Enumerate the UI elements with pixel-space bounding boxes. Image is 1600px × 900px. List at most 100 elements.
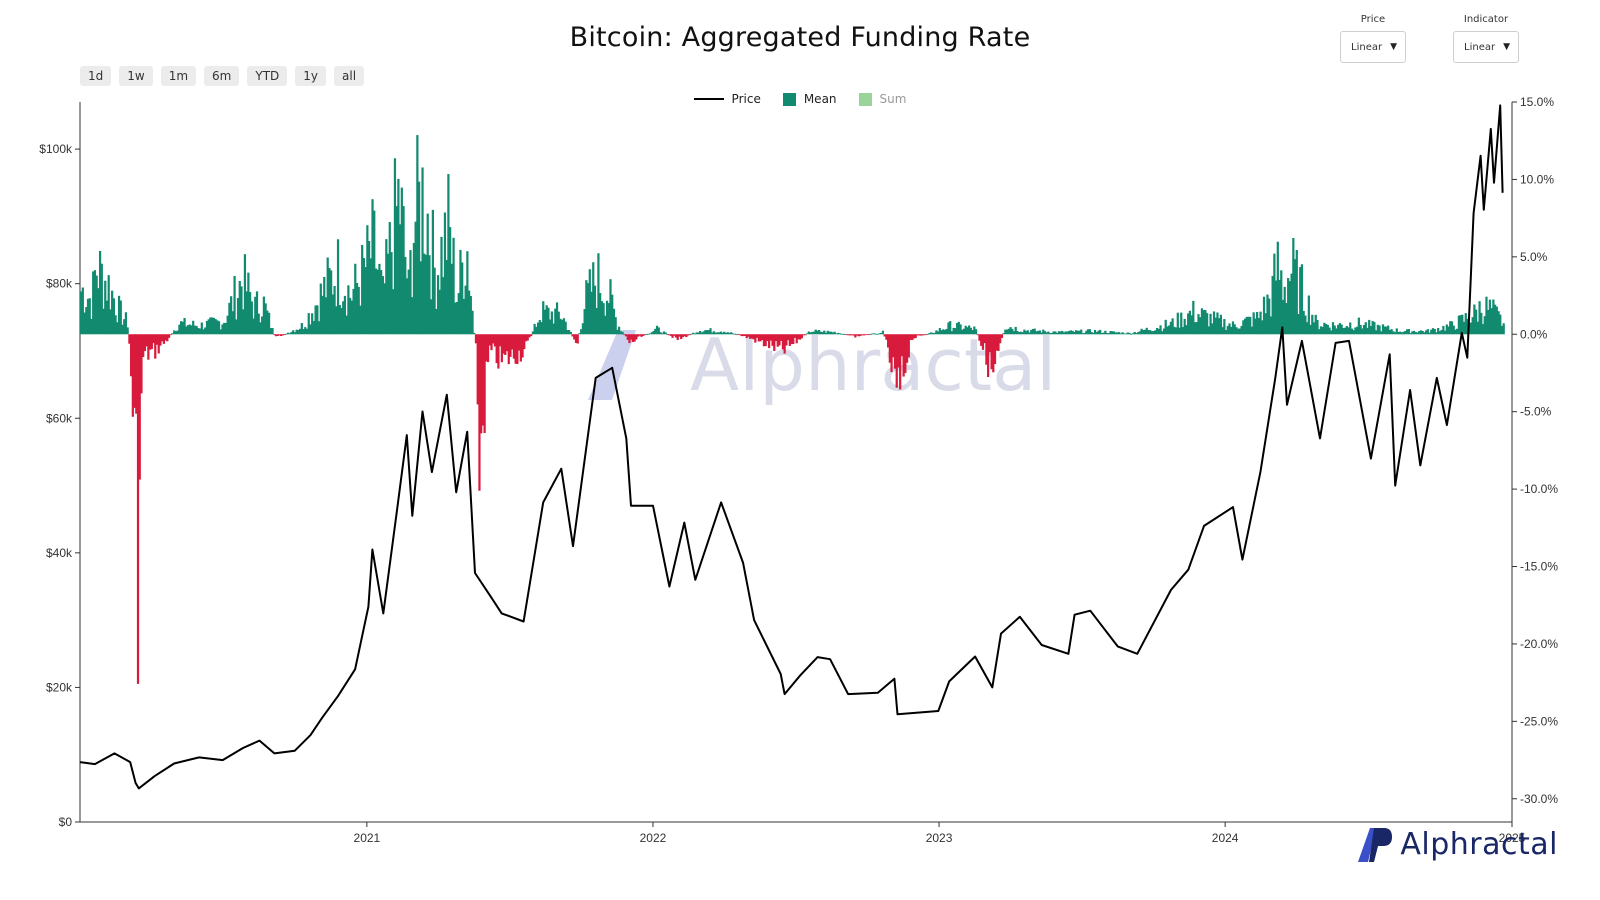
mean-bar bbox=[324, 297, 328, 335]
mean-bar bbox=[1083, 332, 1086, 335]
mean-bar bbox=[585, 280, 588, 335]
mean-bar bbox=[1019, 331, 1022, 335]
legend-item-sum[interactable]: Sum bbox=[858, 92, 906, 106]
mean-bar bbox=[362, 258, 366, 335]
mean-bar bbox=[888, 334, 891, 363]
mean-bar bbox=[590, 291, 593, 335]
mean-bar bbox=[1238, 328, 1241, 335]
mean-bar bbox=[1485, 296, 1488, 335]
mean-bar bbox=[1206, 313, 1209, 335]
mean-bar bbox=[607, 303, 610, 335]
mean-bar bbox=[502, 334, 505, 354]
mean-bar bbox=[128, 334, 131, 344]
mean-bar bbox=[695, 332, 698, 335]
mean-bar bbox=[769, 334, 772, 341]
mean-bar bbox=[1000, 334, 1004, 338]
mean-bar bbox=[550, 311, 553, 335]
price-scale-group: Price Linear ▼ bbox=[1340, 14, 1406, 63]
y-right-tick-label: -5.0% bbox=[1520, 405, 1552, 419]
mean-bar bbox=[352, 288, 355, 335]
mean-bar bbox=[914, 334, 917, 339]
mean-bar bbox=[340, 307, 343, 335]
mean-bar bbox=[1328, 327, 1331, 335]
mean-bar bbox=[367, 241, 371, 335]
mean-bar bbox=[385, 239, 388, 335]
price-scale-select[interactable]: Linear ▼ bbox=[1340, 31, 1406, 63]
mean-bar bbox=[264, 303, 267, 335]
mean-bar bbox=[176, 330, 179, 335]
mean-bar bbox=[374, 268, 378, 335]
range-button-1m[interactable]: 1m bbox=[160, 66, 197, 86]
mean-bar bbox=[319, 283, 322, 335]
mean-bar bbox=[371, 199, 374, 335]
mean-bar bbox=[1290, 273, 1293, 335]
mean-bar bbox=[981, 334, 985, 350]
mean-bar bbox=[336, 239, 340, 335]
mean-bar bbox=[355, 282, 359, 335]
mean-bar bbox=[645, 334, 648, 336]
range-button-ytd[interactable]: YTD bbox=[247, 66, 288, 86]
mean-bar bbox=[738, 334, 741, 336]
mean-bar bbox=[1169, 321, 1173, 335]
mean-bar bbox=[388, 222, 391, 335]
y-right-tick-label: 15.0% bbox=[1520, 95, 1554, 109]
mean-bar bbox=[366, 225, 369, 335]
mean-bar bbox=[759, 334, 762, 342]
mean-bar bbox=[505, 334, 509, 352]
legend-item-mean[interactable]: Mean bbox=[782, 92, 837, 106]
mean-bar bbox=[242, 309, 245, 335]
mean-bar bbox=[1066, 331, 1069, 335]
mean-bar bbox=[823, 330, 826, 335]
mean-bar bbox=[426, 213, 429, 335]
range-button-all[interactable]: all bbox=[334, 66, 365, 86]
indicator-scale-select[interactable]: Linear ▼ bbox=[1453, 31, 1519, 63]
mean-bar bbox=[595, 308, 598, 335]
mean-bar bbox=[247, 272, 250, 335]
range-button-1w[interactable]: 1w bbox=[119, 66, 153, 86]
mean-bar bbox=[269, 328, 272, 335]
mean-bar bbox=[504, 334, 507, 356]
mean-bar bbox=[1350, 328, 1354, 335]
mean-bar bbox=[286, 332, 290, 335]
mean-bar bbox=[957, 321, 960, 335]
mean-bar bbox=[1409, 333, 1412, 335]
range-button-1d[interactable]: 1d bbox=[80, 66, 112, 86]
mean-bar bbox=[828, 331, 831, 335]
mean-bar bbox=[985, 334, 988, 365]
mean-bar bbox=[549, 319, 552, 335]
mean-bar bbox=[1009, 327, 1012, 335]
mean-bar bbox=[835, 333, 838, 335]
mean-bar bbox=[1318, 329, 1321, 335]
range-button-6m[interactable]: 6m bbox=[204, 66, 240, 86]
mean-bar bbox=[1237, 328, 1240, 335]
legend-item-price[interactable]: Price bbox=[693, 92, 761, 106]
mean-bar bbox=[442, 277, 445, 335]
mean-bar bbox=[492, 334, 495, 344]
mean-bar bbox=[716, 332, 719, 335]
mean-bar bbox=[173, 330, 176, 335]
mean-bar bbox=[754, 334, 757, 343]
mean-bar bbox=[478, 334, 481, 491]
mean-bar bbox=[411, 297, 414, 335]
y-right-tick-label: -10.0% bbox=[1520, 482, 1558, 496]
mean-bar bbox=[840, 333, 843, 335]
mean-bar bbox=[535, 326, 538, 335]
mean-bar bbox=[928, 333, 931, 335]
range-button-1y[interactable]: 1y bbox=[295, 66, 327, 86]
mean-bar bbox=[1306, 322, 1309, 335]
mean-bar bbox=[97, 288, 100, 335]
mean-bar bbox=[1221, 327, 1224, 335]
indicator-scale-group: Indicator Linear ▼ bbox=[1453, 14, 1519, 63]
mean-bar bbox=[1231, 321, 1235, 335]
mean-bar bbox=[467, 290, 471, 335]
mean-bar bbox=[1492, 299, 1495, 335]
mean-bar bbox=[1126, 332, 1129, 335]
mean-bar bbox=[807, 331, 810, 335]
mean-bar bbox=[1023, 329, 1026, 335]
mean-bar bbox=[190, 325, 193, 335]
mean-bar bbox=[947, 322, 950, 335]
mean-bar bbox=[1178, 327, 1181, 335]
mean-bar bbox=[185, 326, 188, 335]
mean-bar bbox=[700, 332, 703, 335]
mean-bar bbox=[719, 331, 722, 335]
